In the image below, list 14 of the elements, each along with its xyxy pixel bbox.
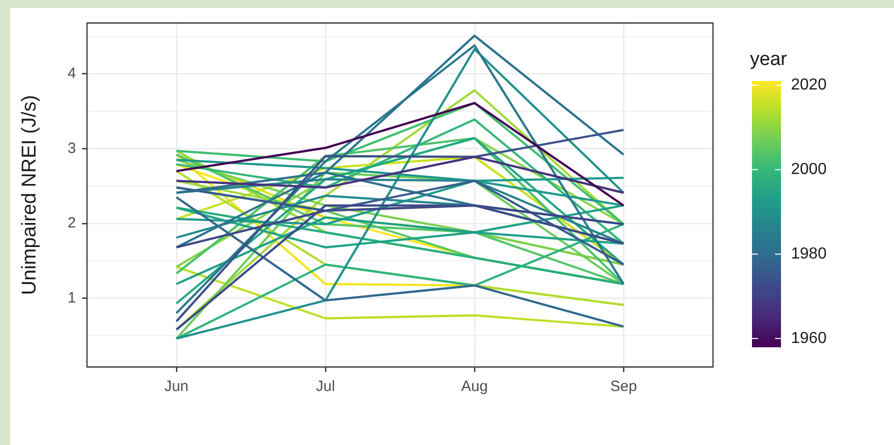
y-tick-label: 3	[68, 140, 76, 157]
y-axis-title: Unimpaired NREI (J/s)	[18, 94, 41, 296]
color-bar-label: 1960	[791, 330, 827, 347]
x-tick-label: Jun	[164, 378, 189, 396]
color-bar-label: 2020	[791, 76, 827, 94]
x-tick-label: Sep	[610, 378, 637, 396]
y-tick-label: 4	[68, 64, 76, 82]
x-tick-label: Aug	[461, 378, 488, 396]
color-bar-label: 1980	[791, 246, 827, 263]
color-bar-label: 2000	[791, 161, 827, 178]
y-tick-label: 2	[68, 214, 76, 232]
legend-title: year	[750, 49, 788, 70]
x-tick-label: Jul	[316, 378, 336, 396]
y-tick-label: 1	[68, 289, 76, 306]
